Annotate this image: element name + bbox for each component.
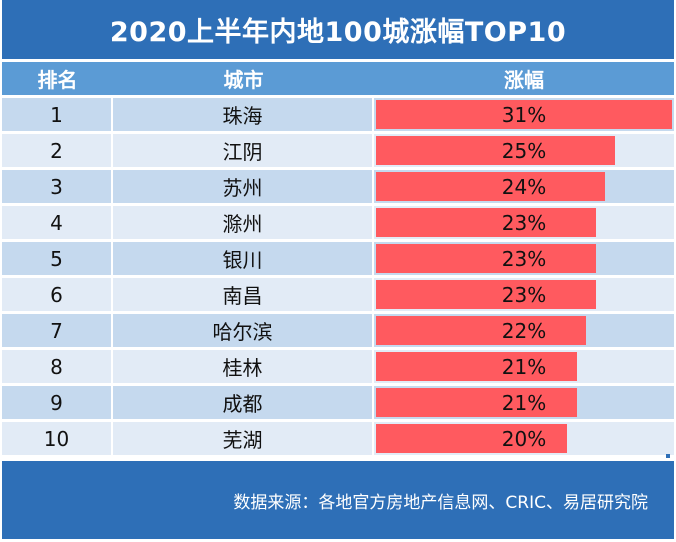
table-row: 4 滁州 23% bbox=[2, 206, 674, 239]
table-row: 8 桂林 21% bbox=[2, 350, 674, 383]
table-row: 10 芜湖 20% bbox=[2, 422, 674, 455]
growth-cell: 22% bbox=[374, 314, 674, 347]
chart-title: 2020上半年内地100城涨幅TOP10 bbox=[2, 0, 674, 59]
city-cell: 成都 bbox=[113, 386, 372, 419]
city-cell: 江阴 bbox=[113, 134, 372, 167]
table-row: 5 银川 23% bbox=[2, 242, 674, 275]
table-row: 1 珠海 31% bbox=[2, 98, 674, 131]
city-cell: 珠海 bbox=[113, 98, 372, 131]
corner-mark bbox=[666, 454, 670, 458]
city-cell: 哈尔滨 bbox=[113, 314, 372, 347]
table-row: 6 南昌 23% bbox=[2, 278, 674, 311]
rank-cell: 2 bbox=[2, 134, 111, 167]
city-cell: 桂林 bbox=[113, 350, 372, 383]
growth-cell: 20% bbox=[374, 422, 674, 455]
rank-cell: 9 bbox=[2, 386, 111, 419]
table-row: 9 成都 21% bbox=[2, 386, 674, 419]
rank-cell: 6 bbox=[2, 278, 111, 311]
growth-value-label: 23% bbox=[501, 246, 547, 271]
growth-bar bbox=[376, 352, 577, 381]
growth-cell: 21% bbox=[374, 350, 674, 383]
table-row: 3 苏州 24% bbox=[2, 170, 674, 203]
growth-bar bbox=[376, 100, 672, 129]
growth-value-label: 25% bbox=[501, 138, 547, 163]
growth-cell: 24% bbox=[374, 170, 674, 203]
footer-bar: 数据来源：各地官方房地产信息网、CRIC、易居研究院 bbox=[2, 461, 674, 539]
growth-cell: 23% bbox=[374, 242, 674, 275]
rank-cell: 8 bbox=[2, 350, 111, 383]
growth-cell: 31% bbox=[374, 98, 674, 131]
growth-bar bbox=[376, 316, 586, 345]
header-city: 城市 bbox=[223, 68, 264, 92]
growth-bar bbox=[376, 172, 605, 201]
growth-cell: 25% bbox=[374, 134, 674, 167]
growth-bar bbox=[376, 244, 596, 273]
growth-value-label: 22% bbox=[501, 318, 547, 343]
growth-value-label: 23% bbox=[501, 210, 547, 235]
growth-bar bbox=[376, 208, 596, 237]
header-growth: 涨幅 bbox=[504, 68, 544, 92]
growth-cell: 23% bbox=[374, 206, 674, 239]
rank-cell: 1 bbox=[2, 98, 111, 131]
rank-cell: 5 bbox=[2, 242, 111, 275]
growth-value-label: 21% bbox=[501, 354, 547, 379]
rank-cell: 7 bbox=[2, 314, 111, 347]
growth-value-label: 23% bbox=[501, 282, 547, 307]
growth-cell: 21% bbox=[374, 386, 674, 419]
growth-bar bbox=[376, 280, 596, 309]
rank-cell: 4 bbox=[2, 206, 111, 239]
table-row: 2 江阴 25% bbox=[2, 134, 674, 167]
city-cell: 芜湖 bbox=[113, 422, 372, 455]
rank-cell: 10 bbox=[2, 422, 111, 455]
growth-bar bbox=[376, 388, 577, 417]
table-header-row: 排名 城市 涨幅 bbox=[2, 62, 674, 95]
city-cell: 苏州 bbox=[113, 170, 372, 203]
city-cell: 银川 bbox=[113, 242, 372, 275]
city-cell: 南昌 bbox=[113, 278, 372, 311]
city-cell: 滁州 bbox=[113, 206, 372, 239]
growth-bar bbox=[376, 136, 615, 165]
header-rank: 排名 bbox=[37, 68, 78, 92]
growth-value-label: 20% bbox=[501, 426, 547, 451]
rank-cell: 3 bbox=[2, 170, 111, 203]
growth-value-label: 31% bbox=[501, 102, 547, 127]
growth-bar bbox=[376, 424, 567, 453]
growth-cell: 23% bbox=[374, 278, 674, 311]
table-row: 7 哈尔滨 22% bbox=[2, 314, 674, 347]
data-source-text: 数据来源：各地官方房地产信息网、CRIC、易居研究院 bbox=[233, 492, 648, 513]
growth-value-label: 24% bbox=[501, 174, 547, 199]
growth-value-label: 21% bbox=[501, 390, 547, 415]
